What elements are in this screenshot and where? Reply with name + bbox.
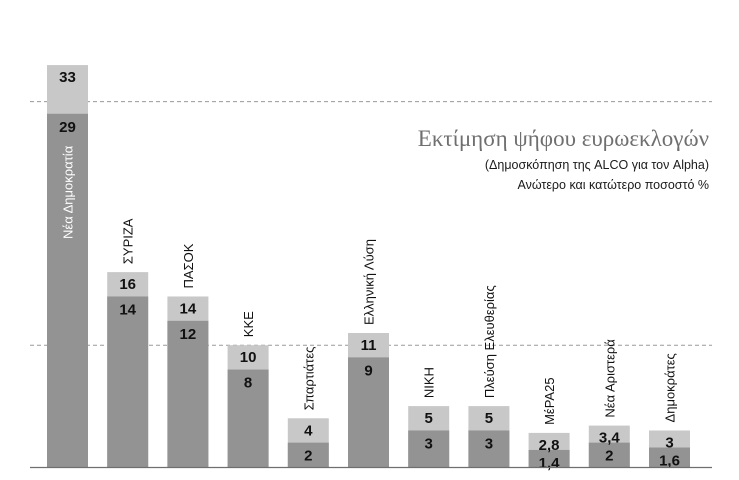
data-label-upper: 3,4: [599, 430, 621, 447]
category-label: Νέα Αριστερά: [602, 339, 617, 418]
bar-lower: [227, 369, 269, 467]
data-label-upper: 11: [361, 337, 377, 354]
category-label: Σπαρτιάτες: [301, 347, 316, 411]
data-label-lower: 1,6: [659, 453, 680, 470]
data-label-lower: 29: [59, 119, 76, 136]
chart-title: Εκτίμηση ψήφου ευρωεκλογών: [417, 126, 709, 151]
data-label-lower: 14: [119, 301, 136, 318]
bar-lower: [107, 296, 149, 467]
data-label-lower: 8: [244, 375, 252, 392]
data-label-upper: 10: [240, 349, 257, 366]
category-label: ΚΚΕ: [241, 311, 256, 337]
bar-lower: [649, 447, 690, 467]
data-label-lower: 1,4: [539, 455, 561, 472]
bar-lower: [588, 442, 630, 467]
bar-lower: [468, 430, 510, 467]
data-label-lower: 12: [180, 326, 197, 343]
data-label-upper: 5: [485, 410, 493, 427]
category-label: Πλεύση Ελευθερίας: [482, 285, 497, 398]
data-label-upper: 16: [119, 276, 136, 293]
bar-lower: [287, 442, 329, 467]
bar-lower: [348, 357, 389, 467]
bar-lower: [47, 113, 88, 467]
data-label-upper: 5: [425, 410, 433, 427]
category-label: ΠΑΣΟΚ: [181, 243, 196, 288]
bar-lower: [167, 320, 209, 467]
category-label: Δημοκράτες: [663, 353, 678, 422]
category-label: ΝΙΚΗ: [422, 367, 437, 398]
category-label: ΜέΡΑ25: [542, 377, 557, 424]
data-label-lower: 2: [605, 448, 613, 465]
chart-subtitle-source: (Δημοσκόπηση της ALCO για τον Alpha): [484, 158, 709, 172]
data-label-upper: 4: [304, 422, 313, 439]
data-label-upper: 33: [59, 69, 76, 86]
bar-lower: [408, 430, 450, 467]
category-label: ΣΥΡΙΖΑ: [121, 218, 136, 264]
data-label-lower: 3: [425, 435, 433, 452]
category-label: Νέα Δημοκρατία: [61, 145, 76, 239]
data-label-lower: 9: [364, 362, 372, 379]
category-label: Ελληνική Λύση: [362, 239, 377, 325]
data-label-lower: 3: [485, 435, 493, 452]
chart-subtitle-range: Ανώτερο και κατώτερο ποσοστό %: [517, 178, 709, 192]
bar-lower: [528, 449, 570, 467]
data-label-lower: 2: [304, 448, 312, 465]
data-label-upper: 2,8: [539, 437, 560, 454]
data-label-upper: 14: [180, 300, 197, 317]
data-label-upper: 3: [665, 434, 673, 451]
